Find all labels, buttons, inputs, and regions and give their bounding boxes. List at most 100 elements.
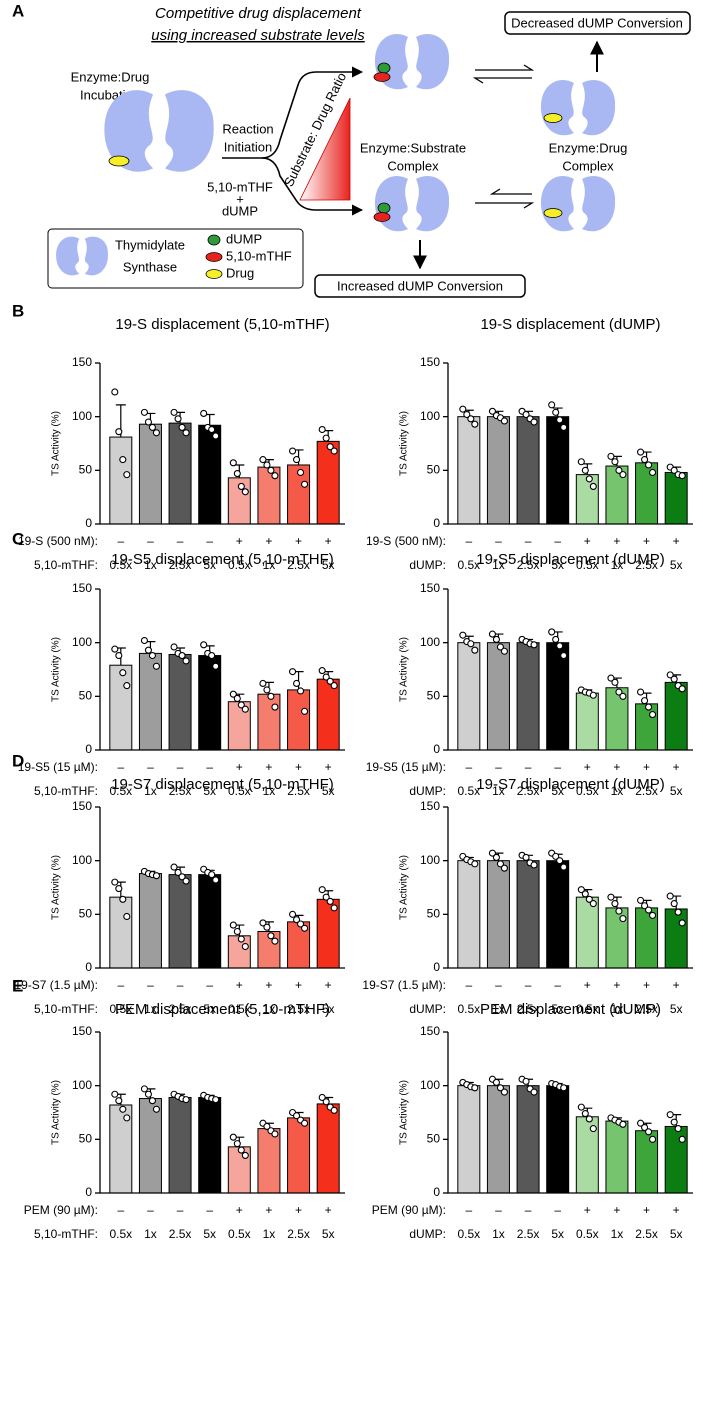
- data-point: [522, 410, 530, 419]
- data-point: [560, 423, 568, 431]
- data-point: [619, 692, 627, 700]
- treatment-label: +: [613, 978, 620, 992]
- x-tick-label: 5x: [322, 558, 335, 572]
- row-label: PEM (90 µM):: [372, 1203, 446, 1217]
- data-point: [581, 466, 589, 474]
- treatment-label: –: [147, 978, 154, 992]
- y-tick-label: 150: [420, 799, 440, 813]
- data-point: [229, 921, 237, 929]
- x-tick-label: 1x: [492, 558, 505, 572]
- x-tick-label: 0.5x: [576, 558, 599, 572]
- bar: [516, 416, 540, 525]
- data-point: [585, 895, 593, 903]
- treatment-label: –: [495, 1203, 502, 1217]
- y-tick-label: 50: [427, 463, 441, 477]
- treatment-label: –: [525, 1203, 532, 1217]
- data-point: [615, 688, 623, 696]
- legend-text: Synthase: [123, 259, 177, 274]
- data-point: [641, 456, 649, 464]
- data-point: [322, 1098, 330, 1106]
- x-tick-label: 5x: [670, 784, 683, 798]
- x-tick-label: 5x: [322, 1002, 335, 1016]
- x-tick-label: 2.5x: [517, 1002, 540, 1016]
- panel-label: B: [12, 301, 24, 320]
- mthf: [373, 72, 391, 82]
- data-point: [645, 703, 653, 711]
- error-bar: [204, 413, 215, 426]
- ratio-wedge: [299, 97, 351, 201]
- x-tick-label: 2.5x: [169, 1227, 192, 1241]
- data-point: [301, 707, 309, 715]
- data-point: [589, 691, 597, 699]
- row-label: 5,10-mTHF:: [34, 558, 98, 572]
- x-tick-label: 2.5x: [287, 784, 310, 798]
- data-point: [115, 885, 123, 893]
- drug: [108, 155, 130, 167]
- enzyme: [540, 79, 616, 136]
- data-point: [289, 910, 297, 918]
- data-point: [641, 1123, 649, 1132]
- panel-a: A Competitive drug displacement using in…: [12, 1, 691, 298]
- x-tick-label: 2.5x: [635, 784, 658, 798]
- treatment-label: –: [147, 534, 154, 548]
- label: 5,10-mTHF: [207, 179, 273, 194]
- x-tick-label: 0.5x: [576, 1227, 599, 1241]
- data-point: [577, 886, 585, 894]
- data-point: [637, 448, 645, 456]
- x-tick-label: 1x: [611, 1002, 624, 1016]
- data-point: [140, 408, 148, 416]
- data-point: [318, 667, 326, 675]
- label: Initiation: [224, 139, 272, 154]
- data-point: [233, 1140, 241, 1148]
- data-point: [140, 1085, 148, 1093]
- bar: [198, 874, 222, 969]
- y-tick-label: 100: [72, 1078, 92, 1092]
- x-tick-label: 2.5x: [287, 1227, 310, 1241]
- bar: [198, 655, 222, 751]
- data-point: [619, 471, 627, 479]
- data-point: [589, 482, 597, 490]
- row-label: 5,10-mTHF:: [34, 784, 98, 798]
- chart-title: PEM displacement (5,10-mTHF): [115, 1001, 330, 1018]
- equilibrium: [472, 77, 532, 84]
- panel-label: E: [12, 976, 23, 995]
- treatment-label: +: [613, 534, 620, 548]
- data-point: [326, 897, 334, 906]
- data-point: [556, 857, 564, 865]
- bar-chart: PEM displacement (dUMP) TS Activity (%) 0 5…: [372, 1001, 693, 1241]
- chart-title: 19-S5 displacement (5,10-mTHF): [111, 551, 334, 568]
- axis: [99, 589, 345, 751]
- row-label: 19-S (500 nM):: [366, 534, 446, 548]
- bar-chart: PEM displacement (5,10-mTHF) TS Activity …: [24, 1001, 345, 1241]
- label: Enzyme:Substrate: [360, 140, 466, 155]
- data-point: [619, 915, 627, 923]
- treatment-label: +: [643, 978, 650, 992]
- data-point: [174, 868, 182, 877]
- x-tick-label: 5x: [322, 784, 335, 798]
- data-point: [666, 671, 674, 679]
- data-point: [152, 872, 160, 880]
- data-point: [649, 468, 657, 477]
- x-tick-label: 0.5x: [109, 558, 132, 572]
- row-label: dUMP:: [409, 1227, 446, 1241]
- chart-title: 19-S7 displacement (5,10-mTHF): [111, 776, 334, 793]
- x-tick-label: 1x: [263, 784, 276, 798]
- treatment-label: +: [295, 1203, 302, 1217]
- treatment-label: +: [613, 1203, 620, 1217]
- data-point: [208, 425, 216, 434]
- treatment-label: +: [325, 1203, 332, 1217]
- data-point: [182, 429, 190, 437]
- x-tick-label: 0.5x: [228, 1227, 251, 1241]
- data-point: [123, 1114, 131, 1122]
- y-tick-label: 50: [427, 907, 441, 921]
- data-point: [208, 871, 216, 879]
- data-point: [293, 1112, 301, 1120]
- row-label: dUMP:: [409, 1002, 446, 1016]
- data-point: [182, 657, 190, 665]
- axis: [99, 807, 345, 969]
- data-point: [645, 1128, 653, 1136]
- y-tick-label: 100: [420, 853, 440, 867]
- treatment-label: +: [643, 534, 650, 548]
- data-point: [589, 900, 597, 908]
- bar: [486, 642, 510, 751]
